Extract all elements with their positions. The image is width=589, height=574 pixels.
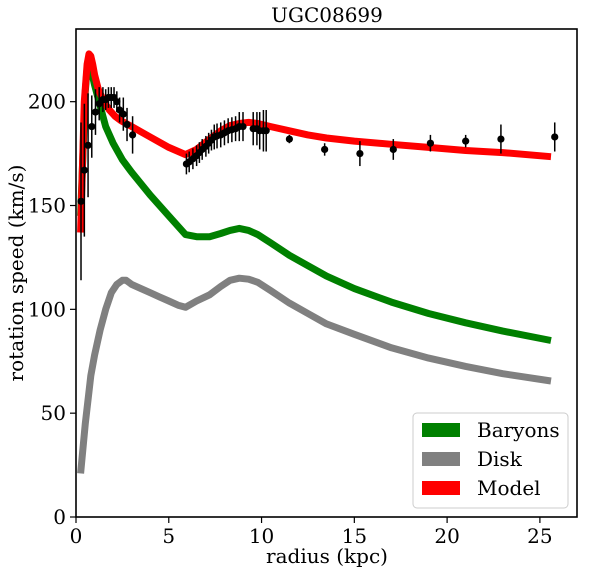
data-point [426,139,435,147]
legend: Baryons Disk Model [412,412,569,509]
data-point [462,137,470,145]
data-point [389,145,397,154]
data-point [80,166,88,174]
series-disk-line [77,274,552,474]
data-point [91,108,100,116]
data-point [88,123,96,131]
legend-swatch-baryons [422,423,460,437]
legend-swatch-disk [422,452,460,466]
legend-swatch-model [422,481,460,495]
data-point [321,145,329,154]
chart-title: UGC08699 [271,3,383,27]
data-point [262,127,270,135]
x-tick-label: 5 [162,524,175,548]
data-point [119,110,127,118]
data-point [123,120,131,129]
x-axis: 0 5 10 15 20 25 [70,517,553,548]
y-tick-label: 0 [53,505,66,529]
y-tick-label: 150 [28,194,66,218]
series-layer [77,50,552,474]
data-point [77,197,85,205]
data-point [551,133,559,141]
x-tick-label: 25 [527,524,552,548]
data-point [128,131,137,139]
x-tick-label: 10 [249,524,274,548]
data-point [84,141,92,149]
data-point [239,123,247,131]
x-tick-label: 15 [342,524,367,548]
y-axis-title: rotation speed (km/s) [4,165,28,382]
plot-frame [75,28,578,518]
y-axis: 0 50 100 150 200 [28,90,76,529]
data-point [113,98,121,106]
y-tick-label: 200 [28,90,66,114]
legend-label-model: Model [477,476,541,500]
y-tick-label: 50 [41,401,66,425]
legend-label-baryons: Baryons [477,418,560,442]
data-points [77,87,559,281]
x-tick-label: 0 [70,524,83,548]
series-model-line [77,50,552,233]
data-point [285,135,293,143]
data-point [497,135,505,143]
y-tick-label: 100 [28,297,66,321]
legend-label-disk: Disk [477,447,523,471]
series-baryons-line [77,56,552,344]
x-tick-label: 20 [434,524,459,548]
x-axis-title: radius (kpc) [266,544,388,568]
data-point [356,149,364,158]
